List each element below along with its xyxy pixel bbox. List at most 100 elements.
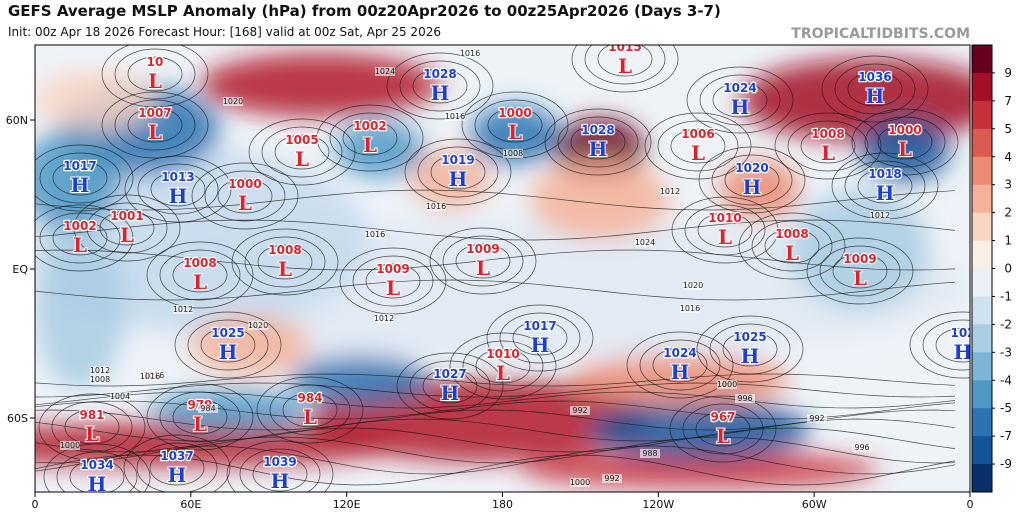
contour-label: 1012	[374, 314, 394, 323]
isobar	[877, 124, 933, 160]
isobar	[412, 68, 468, 104]
contour-label: 1024	[635, 238, 655, 247]
system-value: 967	[710, 410, 735, 424]
isobar	[136, 442, 218, 492]
contour-label: 1000	[717, 380, 737, 389]
isobar	[127, 56, 183, 92]
contour-label-bg	[460, 49, 480, 58]
isobar	[146, 241, 254, 309]
isobar	[200, 327, 256, 363]
contour-label: 988	[642, 449, 657, 458]
system-value: 1006	[681, 127, 714, 141]
system-value: 1027	[433, 367, 466, 381]
contour-label-bg	[173, 305, 193, 314]
contour-label-bg	[602, 474, 622, 483]
lon-label: 0	[32, 498, 39, 511]
isobar	[806, 237, 914, 305]
system-letter: H	[441, 381, 460, 405]
isobar	[159, 249, 241, 301]
colorbar-swatch	[972, 268, 992, 297]
isobar	[316, 104, 424, 172]
colorbar-swatch	[972, 100, 992, 130]
colorbar-label: 0	[1004, 262, 1012, 276]
system-value: 1036	[858, 70, 891, 84]
isobar	[99, 210, 155, 246]
isobar	[35, 373, 956, 387]
isobar	[751, 220, 833, 272]
colorbar-label: -2	[1000, 317, 1012, 331]
colorbar-swatch	[972, 156, 992, 186]
anomaly-blob	[720, 160, 800, 220]
system-letter: L	[148, 69, 162, 93]
system-value: 1002	[353, 119, 386, 133]
lon-label: 60E	[180, 498, 201, 511]
system-value: 1018	[868, 167, 901, 181]
colorbar-swatch	[972, 184, 992, 214]
subtitle: Init: 00z Apr 18 2026 Forecast Hour: [16…	[8, 25, 441, 39]
colorbar-swatch	[972, 240, 992, 269]
isobar	[597, 45, 653, 77]
system-value: 1000	[498, 106, 531, 120]
isobar	[857, 168, 913, 204]
isobar	[252, 456, 308, 492]
system-value: 1008	[268, 243, 301, 257]
isobar	[935, 327, 970, 363]
isobar	[35, 219, 956, 241]
isobar	[584, 45, 666, 85]
contour-label-bg	[110, 392, 130, 401]
system-letter: H	[71, 173, 90, 197]
system-letter: H	[743, 175, 762, 199]
isobar	[671, 196, 779, 264]
colorbar-swatch	[972, 212, 992, 242]
system-value: 1025	[733, 330, 766, 344]
contour-label: 1016	[460, 49, 480, 58]
isobar	[670, 128, 726, 164]
system-letter: L	[148, 120, 162, 144]
system-letter: L	[618, 54, 632, 78]
contour-label: 1024	[375, 67, 395, 76]
system-letter: L	[785, 241, 799, 265]
contour-label-bg	[223, 97, 243, 106]
system-letter: L	[303, 405, 317, 429]
anomaly-blob	[35, 70, 155, 130]
system-letter: L	[193, 412, 207, 436]
system-letter: L	[508, 120, 522, 144]
system-value: 1010	[708, 211, 741, 225]
isobar	[172, 399, 228, 435]
colorbar-label: 4	[1004, 150, 1012, 164]
system-value: 1015	[608, 40, 641, 54]
contour-label: 1012	[173, 305, 193, 314]
colorbar-swatch	[972, 72, 992, 102]
isobar	[652, 347, 708, 383]
isobar	[697, 212, 753, 248]
contour-label-bg	[375, 67, 395, 76]
system-letter: H	[876, 181, 895, 205]
system-value: 1000	[888, 123, 921, 137]
colorbar-label: 2	[1004, 206, 1012, 220]
isobar	[35, 445, 956, 475]
isobar	[73, 194, 181, 262]
system-letter: L	[476, 256, 490, 280]
isobar	[417, 146, 499, 198]
system-letter: L	[85, 422, 99, 446]
isobar	[711, 154, 793, 206]
isobar	[429, 227, 537, 295]
system-value: 1001	[110, 209, 143, 223]
contour-label-bg	[852, 443, 872, 452]
contour-label: 1016	[426, 202, 446, 211]
anomaly-blob	[570, 355, 790, 405]
isobar	[834, 63, 916, 115]
isobar	[35, 400, 956, 420]
isobar	[35, 382, 956, 398]
contour-label-bg	[503, 149, 523, 158]
colorbar-swatch	[972, 380, 992, 409]
system-value: 1025	[211, 326, 244, 340]
isobar	[657, 120, 739, 172]
anomaly-blob	[190, 315, 310, 375]
system-value: 1008	[811, 127, 844, 141]
contour-label: 1016	[680, 304, 700, 313]
system-value: 1028	[581, 123, 614, 137]
isobar	[124, 155, 232, 223]
